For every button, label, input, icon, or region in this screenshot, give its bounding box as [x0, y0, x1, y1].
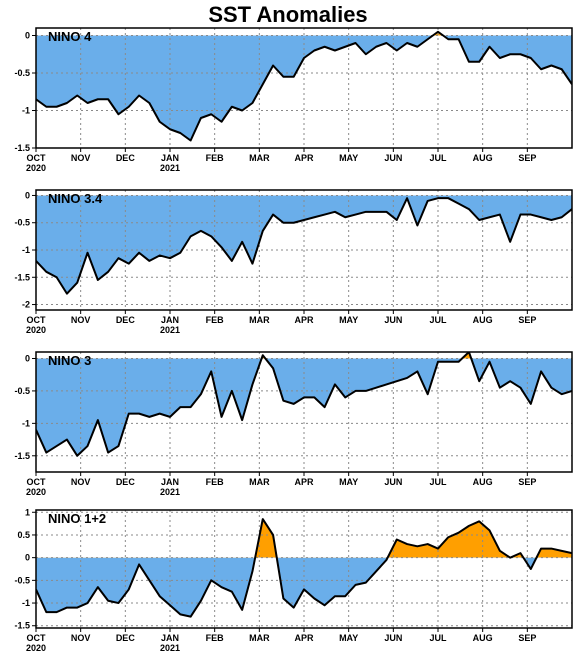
x-tick-label: MAR — [249, 477, 270, 487]
y-tick-label: 0.5 — [17, 530, 30, 540]
x-tick-year-label: 2020 — [26, 643, 46, 653]
x-tick-label: MAR — [249, 633, 270, 643]
x-tick-label: JUL — [429, 633, 447, 643]
y-tick-label: -1.5 — [14, 621, 30, 631]
x-tick-label: FEB — [206, 315, 225, 325]
y-tick-label: 1 — [25, 507, 30, 517]
x-tick-label: NOV — [71, 315, 91, 325]
y-tick-label: -1 — [22, 598, 30, 608]
panel-title: NINO 3 — [48, 353, 91, 368]
y-tick-label: -1 — [22, 418, 30, 428]
x-tick-year-label: 2021 — [160, 163, 180, 173]
x-tick-label: JAN — [161, 633, 179, 643]
x-tick-label: NOV — [71, 633, 91, 643]
x-tick-label: JAN — [161, 153, 179, 163]
y-tick-label: -0.5 — [14, 575, 30, 585]
x-tick-label: OCT — [27, 633, 47, 643]
x-tick-label: JAN — [161, 477, 179, 487]
x-tick-label: MAR — [249, 153, 270, 163]
x-tick-label: NOV — [71, 153, 91, 163]
x-tick-label: SEP — [518, 633, 536, 643]
x-tick-label: JUN — [384, 477, 402, 487]
x-tick-year-label: 2021 — [160, 643, 180, 653]
grid-lines — [36, 190, 572, 310]
y-tick-label: 0 — [25, 31, 30, 41]
anomaly-line — [36, 30, 572, 142]
y-tick-label: -0.5 — [14, 218, 30, 228]
x-tick-label: JUL — [429, 315, 447, 325]
x-tick-label: FEB — [206, 477, 225, 487]
y-tick-label: -1 — [22, 245, 30, 255]
x-tick-label: APR — [294, 633, 314, 643]
x-tick-year-label: 2021 — [160, 325, 180, 335]
y-tick-label: -1 — [22, 106, 30, 116]
x-tick-label: JUN — [384, 633, 402, 643]
x-tick-label: MAY — [339, 315, 358, 325]
x-tick-label: AUG — [473, 153, 493, 163]
x-tick-label: JAN — [161, 315, 179, 325]
x-tick-label: DEC — [116, 153, 136, 163]
anomaly-line — [36, 352, 572, 457]
x-tick-label: JUN — [384, 315, 402, 325]
x-tick-label: APR — [294, 315, 314, 325]
x-tick-label: OCT — [27, 477, 47, 487]
x-tick-label: AUG — [473, 477, 493, 487]
negative-anomaly-area — [36, 557, 537, 617]
y-tick-label: -1.5 — [14, 143, 30, 153]
y-tick-label: -0.5 — [14, 68, 30, 78]
x-tick-year-label: 2021 — [160, 487, 180, 497]
x-tick-label: FEB — [206, 633, 225, 643]
x-tick-label: SEP — [518, 153, 536, 163]
x-tick-label: APR — [294, 477, 314, 487]
grid-lines — [36, 510, 572, 628]
x-tick-label: JUN — [384, 153, 402, 163]
x-tick-label: OCT — [27, 315, 47, 325]
x-tick-year-label: 2020 — [26, 487, 46, 497]
x-tick-label: OCT — [27, 153, 47, 163]
x-tick-label: DEC — [116, 633, 136, 643]
x-tick-label: SEP — [518, 315, 536, 325]
y-tick-label: -0.5 — [14, 386, 30, 396]
x-tick-label: MAY — [339, 153, 358, 163]
grid-lines — [36, 352, 572, 472]
x-tick-label: MAR — [249, 315, 270, 325]
x-tick-label: FEB — [206, 153, 225, 163]
x-tick-year-label: 2020 — [26, 163, 46, 173]
panel-title: NINO 3.4 — [48, 191, 103, 206]
anomaly-line — [36, 518, 572, 618]
panel-title: NINO 4 — [48, 29, 92, 44]
y-tick-label: 0 — [25, 190, 30, 200]
chart-title: SST Anomalies — [208, 2, 367, 27]
positive-anomaly-area — [36, 519, 572, 558]
x-tick-label: MAY — [339, 477, 358, 487]
x-tick-year-label: 2020 — [26, 325, 46, 335]
y-tick-label: -1.5 — [14, 272, 30, 282]
y-tick-label: -2 — [22, 300, 30, 310]
x-tick-label: JUL — [429, 477, 447, 487]
y-tick-label: 0 — [25, 553, 30, 563]
anomaly-line — [36, 197, 572, 295]
x-tick-label: DEC — [116, 315, 136, 325]
y-tick-label: -1.5 — [14, 451, 30, 461]
panel-title: NINO 1+2 — [48, 511, 106, 526]
x-tick-label: APR — [294, 153, 314, 163]
x-tick-label: MAY — [339, 633, 358, 643]
x-tick-label: DEC — [116, 477, 136, 487]
x-tick-label: AUG — [473, 315, 493, 325]
x-tick-label: SEP — [518, 477, 536, 487]
y-tick-label: 0 — [25, 353, 30, 363]
x-tick-label: NOV — [71, 477, 91, 487]
x-tick-label: AUG — [473, 633, 493, 643]
x-tick-label: JUL — [429, 153, 447, 163]
